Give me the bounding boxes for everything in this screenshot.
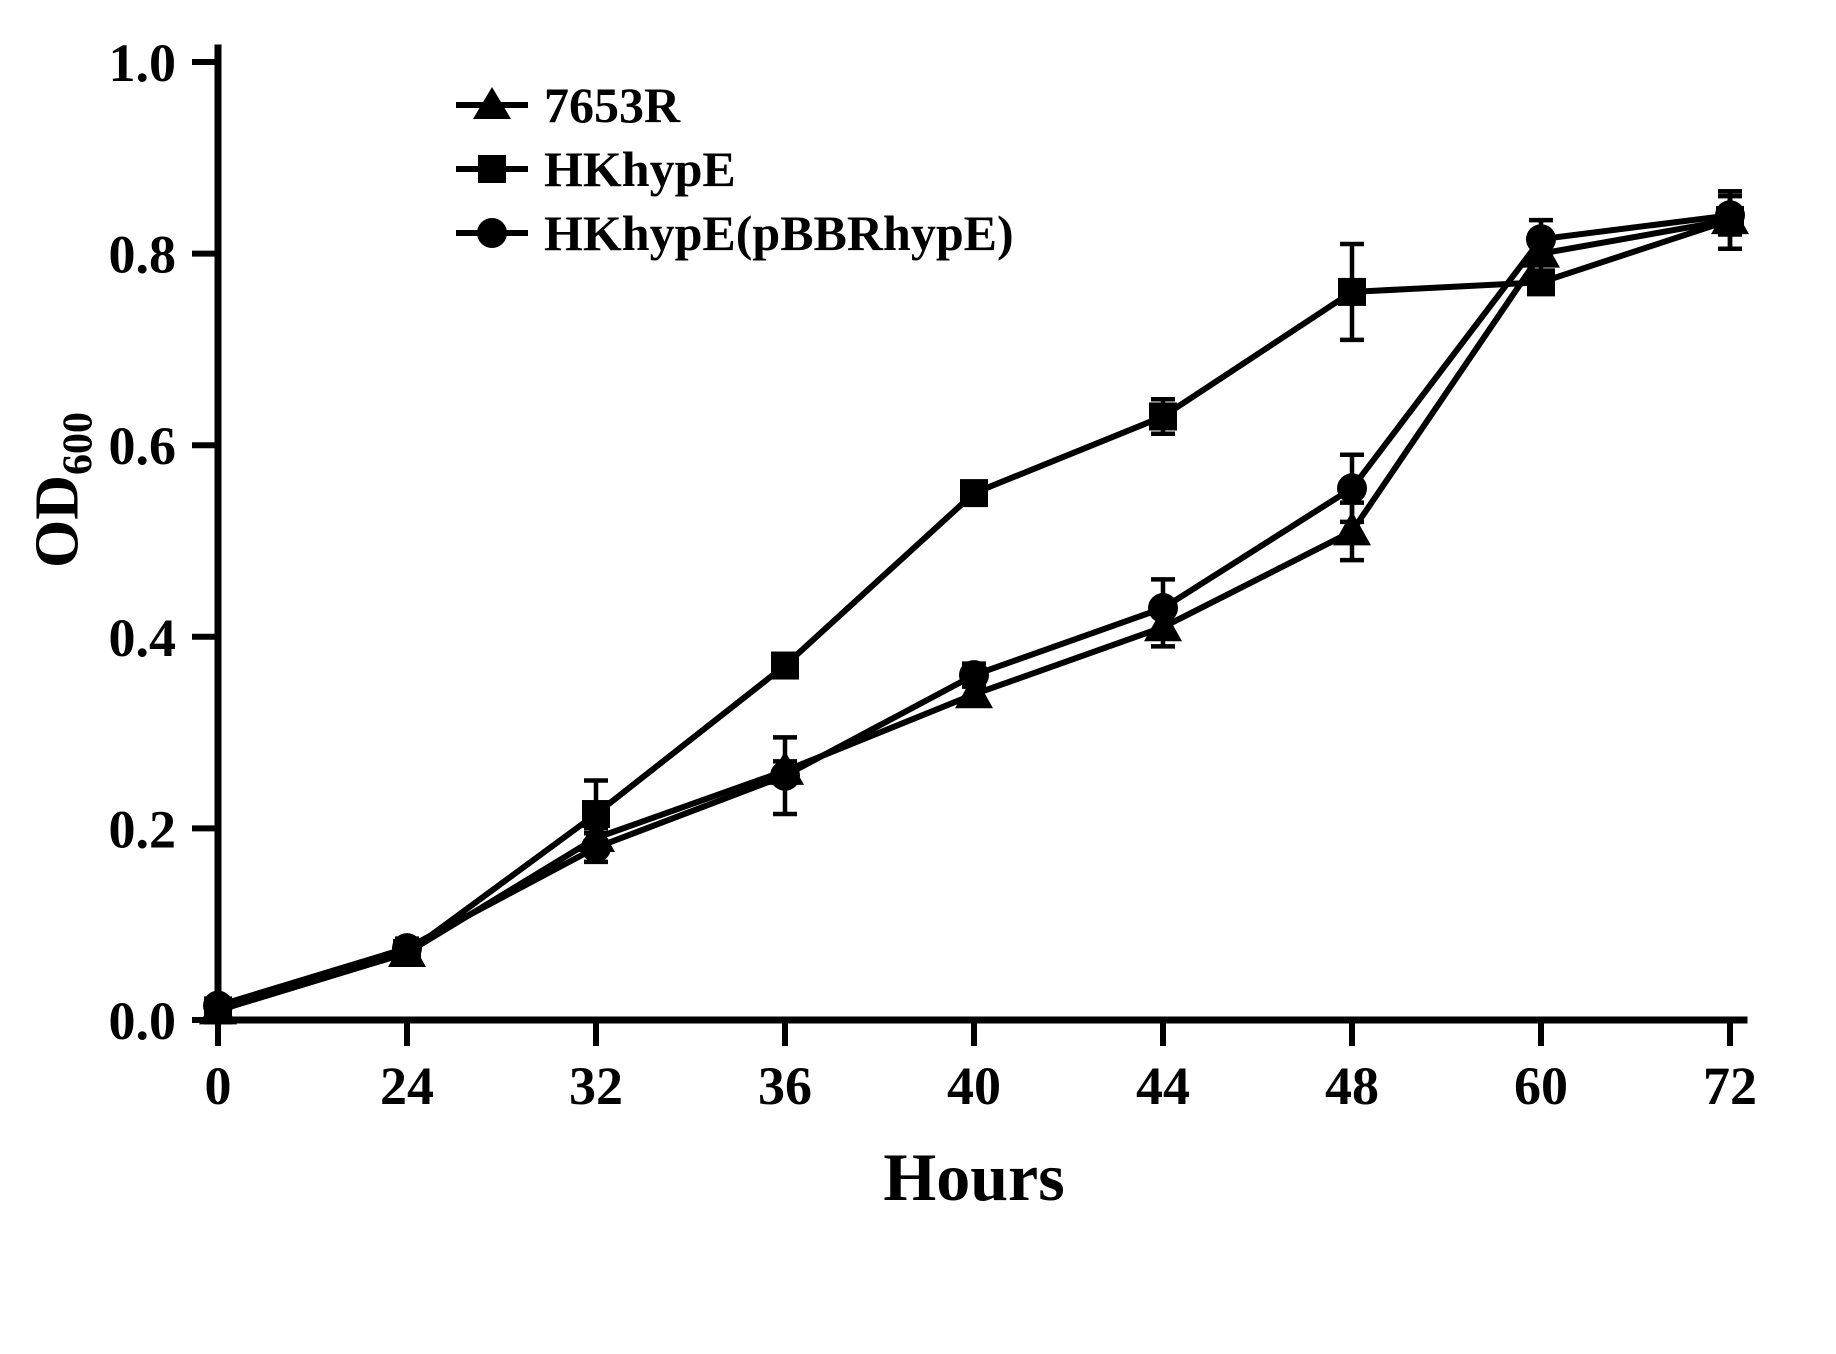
circle-marker: [581, 832, 611, 863]
x-tick-label: 48: [1325, 1056, 1379, 1116]
x-tick-label: 72: [1703, 1056, 1757, 1116]
square-marker: [771, 651, 799, 680]
triangle-marker: [1333, 511, 1371, 546]
y-tick-label: 0.2: [109, 799, 177, 859]
circle-marker: [770, 760, 800, 791]
triangle-marker: [955, 674, 993, 709]
square-marker: [1149, 402, 1177, 431]
x-tick-label: 32: [569, 1056, 623, 1116]
x-tick-label: 60: [1514, 1056, 1568, 1116]
circle-marker: [959, 660, 989, 691]
y-tick-label: 0.6: [109, 416, 177, 476]
circle-marker: [392, 933, 422, 964]
circle-marker: [203, 990, 233, 1021]
circle-marker-icon: [456, 218, 528, 248]
x-tick-label: 24: [380, 1056, 434, 1116]
y-axis-label-main: OD: [23, 475, 92, 568]
y-tick-label: 0.4: [109, 608, 177, 668]
legend-label: HKhypE: [544, 141, 736, 197]
x-tick-label: 44: [1136, 1056, 1190, 1116]
x-tick-label: 36: [758, 1056, 812, 1116]
square-marker: [960, 479, 988, 508]
y-tick-label: 0.8: [109, 225, 177, 285]
legend-label: HKhypE(pBBRhypE): [544, 205, 1014, 261]
y-tick-label: 0.0: [109, 991, 177, 1051]
circle-marker: [1148, 593, 1178, 624]
legend-item-7653r: 7653R: [452, 80, 1014, 130]
y-tick-label: 1.0: [109, 33, 177, 93]
x-tick-label: 40: [947, 1056, 1001, 1116]
legend-label: 7653R: [544, 77, 681, 133]
series-line: [217, 212, 1731, 1009]
square-marker-icon: [456, 155, 528, 183]
square-marker: [1338, 277, 1366, 306]
y-axis-label-subscript: 600: [55, 412, 102, 475]
legend-item-hkhype-pbbrhype: HKhypE(pBBRhypE): [452, 208, 1014, 258]
x-axis-label: Hours: [883, 1139, 1065, 1215]
circle-marker: [1337, 473, 1367, 504]
triangle-marker-icon: [456, 87, 528, 119]
x-tick-label: 0: [205, 1056, 232, 1116]
series-line: [217, 217, 1731, 1014]
legend-item-hkhype: HKhypE: [452, 144, 1014, 194]
square-marker: [582, 800, 610, 829]
square-marker: [1527, 268, 1555, 297]
legend: 7653R HKhypE HKhypE(pBBRhypE): [452, 80, 1014, 258]
circle-marker: [1526, 224, 1556, 255]
y-axis-label: OD600: [23, 412, 102, 568]
series-line: [217, 217, 1731, 1014]
circle-marker: [1715, 200, 1745, 231]
